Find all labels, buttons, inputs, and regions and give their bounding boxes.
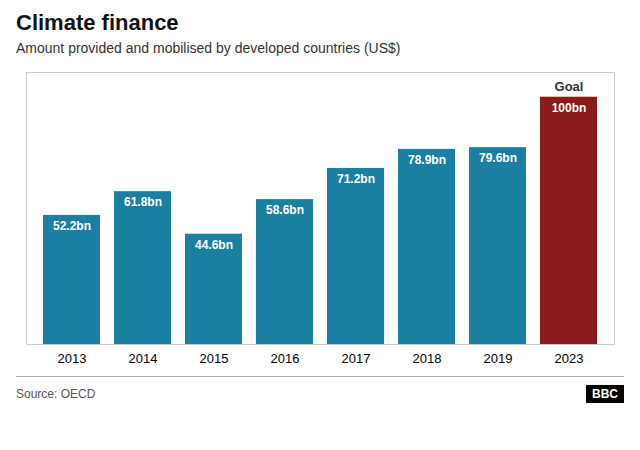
svg-text:2014: 2014 <box>129 351 158 366</box>
html-text:Source: OECD: Source: OECD <box>16 387 96 401</box>
svg-text:79.6bn: 79.6bn <box>479 151 517 165</box>
svg-text:2019: 2019 <box>484 351 513 366</box>
svg-text:2018: 2018 <box>413 351 442 366</box>
svg-text:100bn: 100bn <box>552 101 587 115</box>
html-text:Amount provided and mobilised: Amount provided and mobilised by develop… <box>16 40 401 56</box>
svg-text:2015: 2015 <box>200 351 229 366</box>
svg-text:78.9bn: 78.9bn <box>408 153 446 167</box>
svg-text:44.6bn: 44.6bn <box>195 238 233 252</box>
svg-text:61.8bn: 61.8bn <box>124 195 162 209</box>
svg-text:2017: 2017 <box>342 351 371 366</box>
html-text:Climate finance: Climate finance <box>16 10 179 35</box>
svg-text:71.2bn: 71.2bn <box>337 172 375 186</box>
svg-text:2013: 2013 <box>58 351 87 366</box>
svg-text:2023: 2023 <box>555 351 584 366</box>
html-text:BBC: BBC <box>592 387 618 401</box>
svg-text:52.2bn: 52.2bn <box>53 219 91 233</box>
svg-text:Goal: Goal <box>555 79 584 94</box>
svg-text:2016: 2016 <box>271 351 300 366</box>
svg-text:58.6bn: 58.6bn <box>266 203 304 217</box>
